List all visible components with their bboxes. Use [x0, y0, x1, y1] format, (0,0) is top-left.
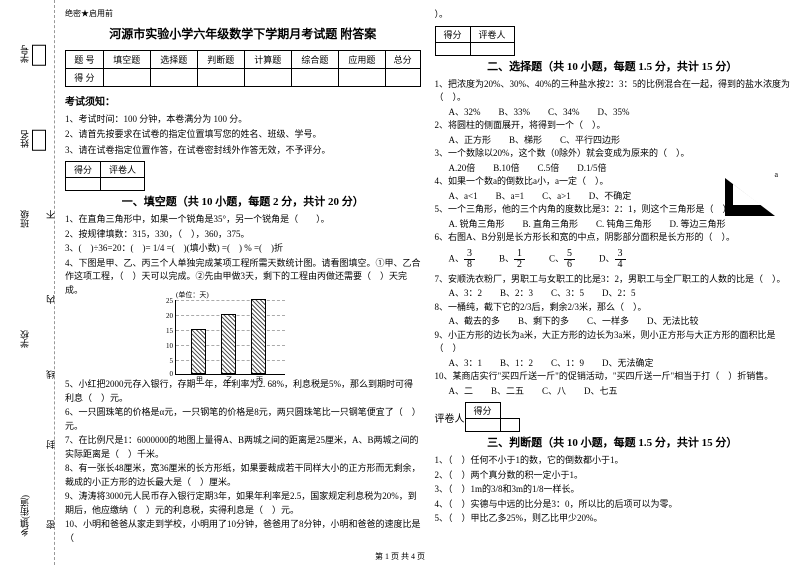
q-item: 1、在直角三角形中，如果一个锐角是35°，另一个锐角是（ ）。	[65, 213, 421, 227]
q-item: 1、（ ）任何不小于1的数，它的倒数都小于1。	[435, 454, 791, 468]
exam-title: 河源市实验小学六年级数学下学期月考试题 附答案	[65, 25, 421, 42]
score-cell: 得分	[435, 26, 470, 42]
notice-item: 2、请首先按要求在试卷的指定位置填写您的姓名、班级、学号。	[65, 127, 421, 141]
opts-frac: A、38 B、12 C、56 D、34	[435, 246, 791, 273]
binding-school: 学校	[18, 330, 31, 348]
opts: A、二B、二五C、八D、七五	[435, 385, 791, 399]
opts: A.20倍B.10倍C.5倍D.1/5倍	[435, 162, 791, 176]
q-item: 2、将圆柱的侧面展开，将得到一个（ ）。	[435, 119, 791, 133]
q-item: 10、小明和爸爸从家走到学校，小明用了10分钟，爸爸用了8分钟，小明和爸爸的速度…	[65, 518, 421, 545]
q-item: 3、一个数除以20%，这个数（0除外）就会变成为原来的（ ）。	[435, 147, 791, 161]
binding-township: 乡镇(街道)	[18, 495, 31, 537]
page-footer: 第 1 页 共 4 页	[0, 551, 800, 562]
right-column: ）。 得分 评卷人 二、选择题（共 10 小题，每题 1.5 分，共计 15 分…	[435, 8, 791, 565]
q-item: 6、一只圆珠笔的价格是α元，一只钢笔的价格是8元，两只圆珠笔比一只钢笔便宜了（ …	[65, 406, 421, 433]
bar-bing: 丙	[251, 299, 266, 374]
grader-cell: 评卷人	[435, 410, 465, 425]
binding-char-mi: 密	[44, 520, 57, 529]
q-item: 1、把浓度为20%、30%、40%的三种盐水按2：3：5的比例混合在一起，得到的…	[435, 78, 791, 105]
q-item: 2、（ ）两个真分数的积一定小于1。	[435, 469, 791, 483]
judge-questions: 1、（ ）任何不小于1的数，它的倒数都小于1。 2、（ ）两个真分数的积一定小于…	[435, 454, 791, 526]
fill-questions: 1、在直角三角形中，如果一个锐角是35°，另一个锐角是（ ）。 2、按规律填数：…	[65, 213, 421, 297]
q-item: 4、下图是甲、乙、丙三个人单独完成某项工程所需天数统计图。请看图填空。①甲、乙合…	[65, 257, 421, 298]
content-columns: 绝密★启用前 河源市实验小学六年级数学下学期月考试题 附答案 题 号 填空题 选…	[55, 0, 800, 565]
score-cell: 得分	[66, 162, 101, 178]
q-item: 6、右图A、B分别是长方形长和宽的中点，阴影部分面积是长方形的（ ）。	[435, 231, 791, 245]
grader-cell: 评卷人	[470, 26, 514, 42]
q-item: 3、（ ）1m的3/8和3m的1/8一样长。	[435, 483, 791, 497]
q-item: 7、在比例尺是1：6000000的地图上量得A、B两城之间的距离是25厘米，A、…	[65, 434, 421, 461]
bar-jia: 甲	[191, 329, 206, 374]
th-3: 判断题	[197, 51, 244, 69]
binding-student-id: 学号	[18, 45, 31, 63]
q-item: 2、按规律填数：315，330，（ ），360，375。	[65, 228, 421, 242]
table-row: 得 分	[66, 69, 421, 87]
section-2-title: 二、选择题（共 10 小题，每题 1.5 分，共计 15 分）	[435, 58, 791, 74]
score-cell: 得分	[465, 403, 500, 419]
triangle-shaded	[725, 178, 775, 216]
q-item: 7、安顺洗衣粉厂，男职工与女职工的比是3：2，男职工与全厂职工的人数的比是（ ）…	[435, 273, 791, 287]
binding-class: 班级	[18, 210, 31, 228]
opts: A、3：2B、2：3C、3：5D、2：5	[435, 287, 791, 301]
section-score-box-2: 得分 评卷人	[435, 26, 791, 56]
q-item: 3、( )÷36=20：( )= 1/4 =( )(填小数) =( ) % =(…	[65, 242, 421, 256]
ytick: 20	[158, 312, 173, 320]
q-item: 9、涛涛将3000元人民币存入银行定期3年，如果年利率是2.5，国家规定利息税为…	[65, 490, 421, 517]
binding-box-1	[32, 45, 46, 66]
choice-questions: 1、把浓度为20%、30%、40%的三种盐水按2：3：5的比例混合在一起，得到的…	[435, 78, 791, 399]
table-row: 题 号 填空题 选择题 判断题 计算题 综合题 应用题 总分	[66, 51, 421, 69]
q-item: 9、小正方形的边长为a米，大正方形的边长为3a米，则小正方形与大正方形的面积比是…	[435, 329, 791, 356]
th-5: 综合题	[291, 51, 338, 69]
th-7: 总分	[385, 51, 420, 69]
ytick: 5	[158, 357, 173, 365]
bar-chart: (单位：天) 25 20 15 10 5 0 甲 乙 丙	[175, 300, 285, 375]
chart-y-label: (单位：天)	[176, 290, 209, 300]
notice-list: 1、考试时间：100 分钟，本卷满分为 100 分。 2、请首先按要求在试卷的指…	[65, 112, 421, 157]
classification: 绝密★启用前	[65, 8, 421, 19]
opts: A、32%B、33%C、34%D、35%	[435, 106, 791, 120]
grader-cell: 评卷人	[101, 162, 145, 178]
ytick: 15	[158, 327, 173, 335]
exam-page: 学号 姓名 班级 不 内 学校 线 封 乡镇(街道) 密 绝密★启用前 河源市实…	[0, 0, 800, 565]
ytick: 0	[158, 370, 173, 378]
th-6: 应用题	[338, 51, 385, 69]
opts: A、3：1B、1：2C、1：9D、无法确定	[435, 357, 791, 371]
ytick: 25	[158, 297, 173, 305]
section-score-box-3: 评卷人 得分	[435, 402, 791, 432]
q-item: 8、一桶纯，截下它的2/3后，剩余2/3米，那么（ ）。	[435, 301, 791, 315]
notice-heading: 考试须知：	[65, 93, 421, 108]
th-1: 填空题	[103, 51, 150, 69]
binding-margin: 学号 姓名 班级 不 内 学校 线 封 乡镇(街道) 密	[0, 0, 55, 565]
q-item: 5、小红把2000元存入银行，存期一年，年利率为2. 68%，利息税是5%，那么…	[65, 378, 421, 405]
left-column: 绝密★启用前 河源市实验小学六年级数学下学期月考试题 附答案 题 号 填空题 选…	[65, 8, 421, 565]
notice-item: 3、请在试卷指定位置作答，在试卷密封线外作答无效，不予评分。	[65, 143, 421, 157]
binding-char-feng: 封	[44, 440, 57, 449]
notice-item: 1、考试时间：100 分钟，本卷满分为 100 分。	[65, 112, 421, 126]
opts: A、正方形B、梯形C、平行四边形	[435, 134, 791, 148]
binding-box-2	[32, 130, 46, 151]
q-item: 8、有一张长48厘米，宽36厘米的长方形纸，如果要裁成若干同样大小的正方形而无剩…	[65, 462, 421, 489]
th-0: 题 号	[66, 51, 104, 69]
section-score-box: 得分 评卷人	[65, 161, 421, 191]
binding-name: 姓名	[18, 130, 31, 148]
rectangle-figure: a	[725, 178, 780, 223]
fill-questions-rest: 5、小红把2000元存入银行，存期一年，年利率为2. 68%，利息税是5%，那么…	[65, 378, 421, 545]
q-item: 10、某商店实行"买四斤送一斤"的促销活动，"买四斤送一斤"相当于打（ ）折销售…	[435, 370, 791, 384]
td-score: 得 分	[66, 69, 104, 87]
th-2: 选择题	[150, 51, 197, 69]
q-item: 5、（ ）甲比乙多25%，则乙比甲少20%。	[435, 512, 791, 526]
q-item: 4、（ ）实德与中远的比分是3：0，所以比的后项可以为零。	[435, 498, 791, 512]
section-1-title: 一、填空题（共 10 小题，每题 2 分，共计 20 分）	[65, 193, 421, 209]
binding-char-xian: 线	[44, 370, 57, 379]
q10-tail: ）。	[435, 8, 791, 22]
binding-char-nei: 内	[44, 295, 57, 304]
section-3-title: 三、判断题（共 10 小题，每题 1.5 分，共计 15 分）	[435, 434, 791, 450]
main-score-table: 题 号 填空题 选择题 判断题 计算题 综合题 应用题 总分 得 分	[65, 50, 421, 87]
ytick: 10	[158, 342, 173, 350]
th-4: 计算题	[244, 51, 291, 69]
bar-yi: 乙	[221, 314, 236, 374]
opts: A、截去的多B、剩下的多C、一样多D、无法比较	[435, 315, 791, 329]
binding-char-bu: 不	[44, 210, 57, 219]
